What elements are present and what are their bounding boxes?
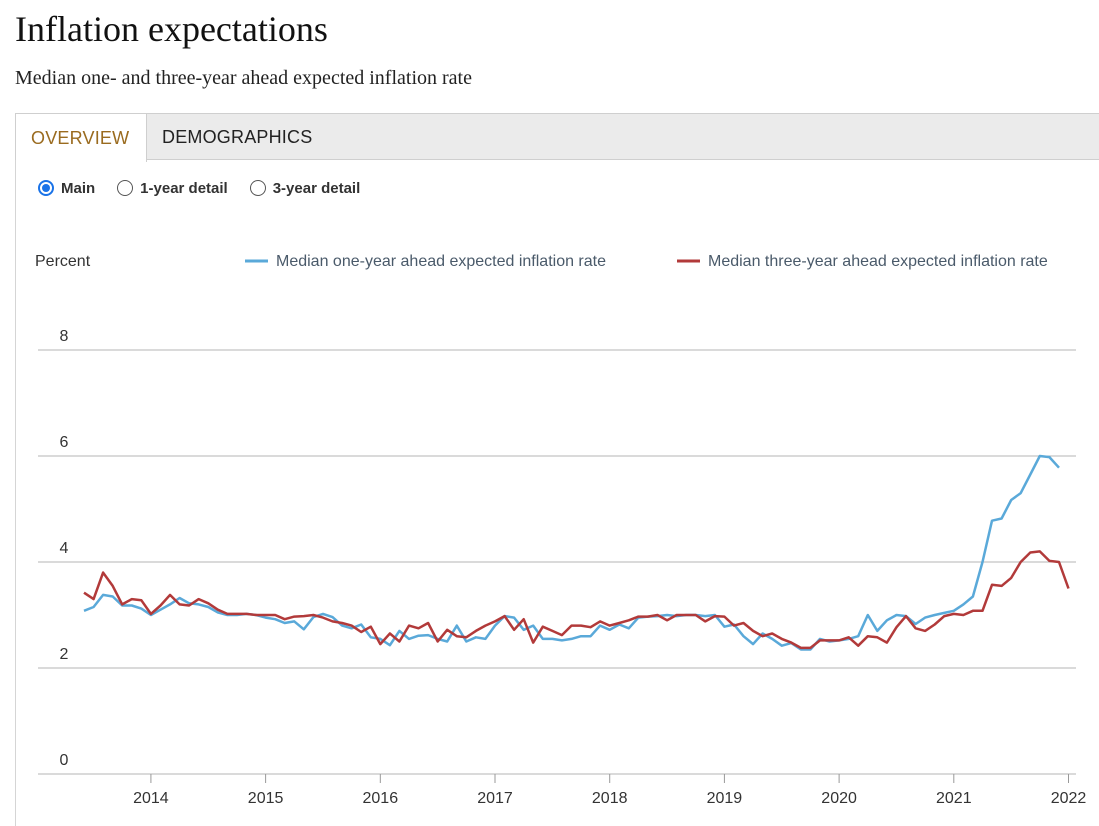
x-tick-label: 2016 [363,790,399,807]
radio-main-label: Main [61,179,96,197]
legend-label-one-year[interactable]: Median one-year ahead expected inflation… [276,253,606,270]
legend-label-three-year[interactable]: Median three-year ahead expected inflati… [708,253,1048,270]
tab-demographics[interactable]: DEMOGRAPHICS [162,127,313,147]
y-tick-label: 4 [60,540,69,557]
x-tick-label: 2019 [707,790,743,807]
x-tick-label: 2015 [248,790,284,807]
tab-bar: OVERVIEW DEMOGRAPHICS [15,113,1099,162]
radio-checked-icon[interactable] [38,180,54,196]
panel-border [15,160,16,826]
x-tick-label: 2014 [133,790,169,807]
radio-unchecked-icon[interactable] [249,180,266,196]
radio-unchecked-icon[interactable] [117,180,134,196]
x-tick-label: 2017 [477,790,513,807]
page-subtitle: Median one- and three-year ahead expecte… [15,67,472,89]
x-tick-label: 2018 [592,790,628,807]
page-title: Inflation expectations [15,9,328,49]
x-tick-label: 2021 [936,790,972,807]
radio-3-year-detail[interactable]: 3-year detail [249,179,361,197]
radio-3-year-label: 3-year detail [272,179,361,197]
legend: Median one-year ahead expected inflation… [245,253,1048,270]
y-axis-title: Percent [35,253,91,270]
y-tick-label: 6 [60,434,69,451]
tab-overview[interactable]: OVERVIEW [15,113,147,162]
radio-1-year-label: 1-year detail [140,179,228,197]
series-line-one-year [83,454,1060,651]
radio-1-year-detail[interactable]: 1-year detail [117,180,228,197]
series-line-three-year [83,550,1070,650]
y-tick-label: 0 [60,752,69,769]
radio-main[interactable]: Main [38,180,95,197]
y-tick-label: 8 [60,328,69,345]
x-tick-label: 2022 [1051,790,1087,807]
y-tick-label: 2 [60,646,69,663]
x-tick-label: 2020 [821,790,857,807]
view-options: Main 1-year detail 3-year detail [38,176,382,200]
